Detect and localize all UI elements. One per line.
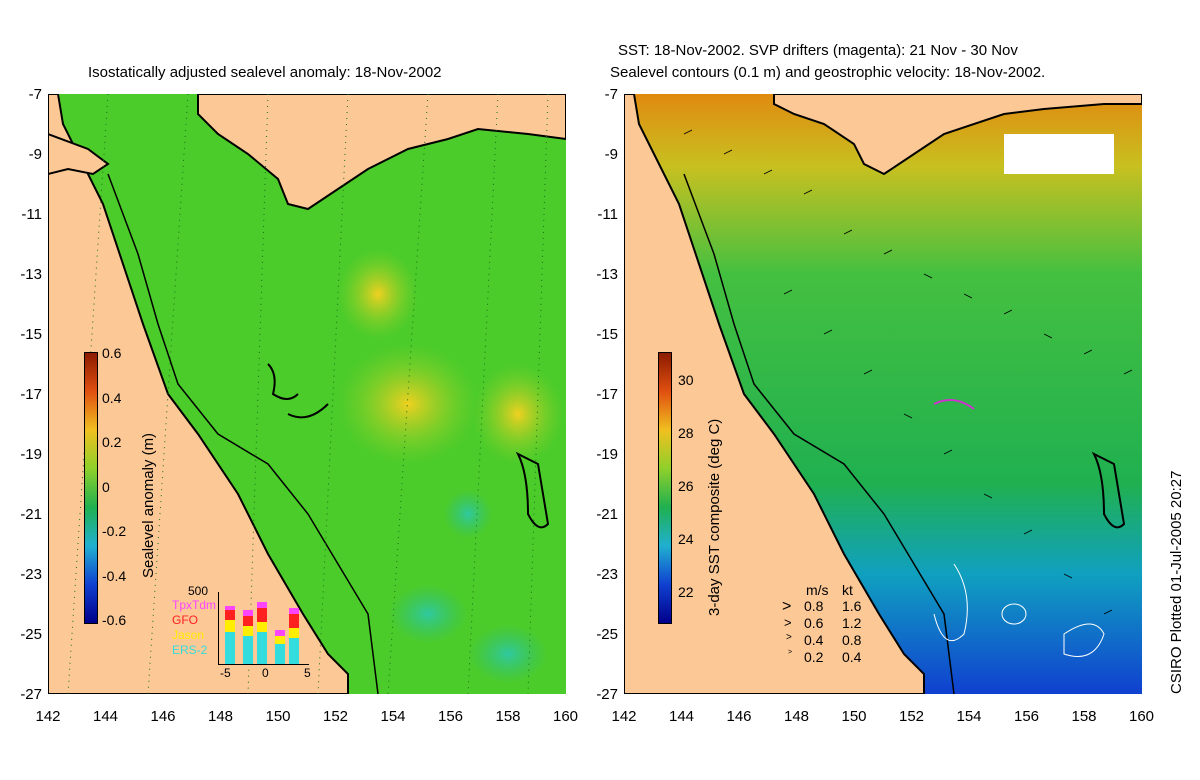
lon-tick-label: 154 [956, 708, 982, 725]
lon-tick-label: 156 [437, 708, 464, 725]
lon-tick-label: 150 [841, 708, 867, 725]
lon-tick-label: 158 [495, 708, 521, 725]
velocity-legend-arrow: > [786, 632, 792, 643]
lat-tick-label: -17 [596, 386, 618, 403]
colorbar-tick-label: -0.6 [102, 612, 127, 628]
inset-mission-label: TpxTdm [172, 598, 217, 612]
colorbar-tick-label: 24 [678, 531, 694, 547]
velocity-legend-ms-header: m/s [806, 582, 829, 598]
colorbar-tick-label: 22 [678, 584, 694, 600]
sst-colorbar [658, 352, 672, 624]
lat-tick-label: -27 [20, 686, 42, 703]
colorbar-tick-label: 26 [678, 478, 694, 494]
right-map-title-line1: SST: 18-Nov-2002. SVP drifters (magenta)… [618, 42, 1018, 59]
colorbar-tick-label: 0.2 [102, 434, 122, 450]
altimeter-histogram [225, 602, 299, 664]
inset-xtick-label: 5 [304, 666, 311, 680]
velocity-legend-kt: 1.2 [842, 615, 862, 631]
shelf-contour [107, 173, 379, 694]
lon-tick-label: 158 [1071, 708, 1097, 725]
lat-tick-label: -21 [20, 506, 42, 523]
velocity-legend-ms: 0.8 [804, 598, 824, 614]
lat-tick-label: -23 [20, 566, 42, 583]
sealevel-colorbar-label: Sealevel anomaly (m) [140, 432, 157, 578]
colorbar-tick-label: 0.6 [102, 345, 122, 361]
credit-text: CSIRO Plotted 01-Jul-2005 20:27 [1168, 470, 1185, 694]
lon-tick-label: 142 [611, 708, 637, 725]
lat-tick-label: -7 [28, 86, 42, 103]
velocity-legend-kt-header: kt [842, 582, 853, 598]
lat-tick-label: -17 [20, 386, 42, 403]
inset-mission-label: GFO [172, 613, 198, 627]
right-map-title-line2: Sealevel contours (0.1 m) and geostrophi… [610, 64, 1046, 81]
velocity-legend-arrow: > [782, 598, 792, 615]
lon-tick-label: 156 [1013, 708, 1040, 725]
velocity-arrows [683, 129, 1133, 615]
colorbar-tick-label: 30 [678, 372, 694, 388]
inset-ymax-label: 500 [188, 584, 209, 598]
velocity-legend-ms: 0.4 [804, 632, 824, 648]
lat-tick-label: -19 [20, 446, 42, 463]
lat-tick-label: -23 [596, 566, 618, 583]
velocity-legend-kt: 0.8 [842, 632, 862, 648]
sst-field [624, 94, 1142, 694]
lat-tick-label: -15 [20, 326, 42, 343]
lat-tick-label: -11 [21, 206, 42, 223]
inset-xtick-label: 0 [262, 666, 269, 680]
inset-mission-label: ERS-2 [172, 643, 208, 657]
lat-tick-label: -7 [604, 86, 618, 103]
velocity-legend-arrow: > [784, 615, 792, 630]
lon-tick-label: 148 [783, 708, 810, 725]
lat-tick-label: -19 [596, 446, 618, 463]
sealevel-colorbar [84, 352, 98, 624]
velocity-legend-ms: 0.6 [804, 615, 824, 631]
inset-mission-label: Jason [172, 628, 205, 642]
colorbar-tick-label: 0.4 [102, 389, 122, 406]
lat-tick-label: -13 [20, 266, 42, 283]
lon-tick-label: 144 [668, 708, 695, 725]
reef-islands [267, 363, 550, 529]
colorbar-tick-label: -0.2 [102, 523, 127, 539]
sst-velocity-map [624, 94, 1142, 694]
lon-tick-label: 146 [150, 708, 176, 725]
lon-tick-label: 160 [1128, 708, 1155, 725]
australia-land-right [624, 94, 925, 694]
lon-tick-label: 150 [265, 708, 291, 725]
lat-tick-label: -13 [596, 266, 618, 283]
sealevel-contours [933, 563, 1105, 657]
lon-tick-label: 154 [380, 708, 406, 725]
drifter-track [933, 399, 975, 410]
inset-xtick-label: -5 [220, 666, 231, 680]
velocity-legend-arrow: > [788, 649, 793, 656]
lon-tick-label: 152 [322, 708, 349, 725]
colorbar-tick-label: 28 [678, 425, 694, 441]
colorbar-tick-label: -0.4 [102, 567, 127, 584]
lat-tick-label: -15 [596, 326, 618, 343]
lat-tick-label: -25 [596, 626, 618, 643]
lat-tick-label: -9 [604, 146, 618, 163]
sst-colorbar-label: 3-day SST composite (deg C) [706, 418, 723, 616]
lat-tick-label: -27 [596, 686, 618, 703]
velocity-legend-kt: 0.4 [842, 649, 862, 665]
lat-tick-label: -25 [20, 626, 42, 643]
lon-tick-label: 148 [207, 708, 234, 725]
lon-tick-label: 160 [552, 708, 579, 725]
lon-tick-label: 146 [726, 708, 752, 725]
lon-tick-label: 152 [898, 708, 925, 725]
lat-tick-label: -21 [596, 506, 618, 523]
altimeter-inset [218, 592, 309, 665]
velocity-legend-kt: 1.6 [842, 598, 862, 614]
lon-tick-label: 144 [92, 708, 119, 725]
colorbar-tick-label: 0 [102, 478, 110, 495]
lat-tick-label: -11 [597, 206, 618, 223]
velocity-legend-ms: 0.2 [804, 649, 824, 665]
lat-tick-label: -9 [28, 146, 42, 163]
left-map-title: Isostatically adjusted sealevel anomaly:… [88, 64, 442, 81]
lon-tick-label: 142 [35, 708, 61, 725]
